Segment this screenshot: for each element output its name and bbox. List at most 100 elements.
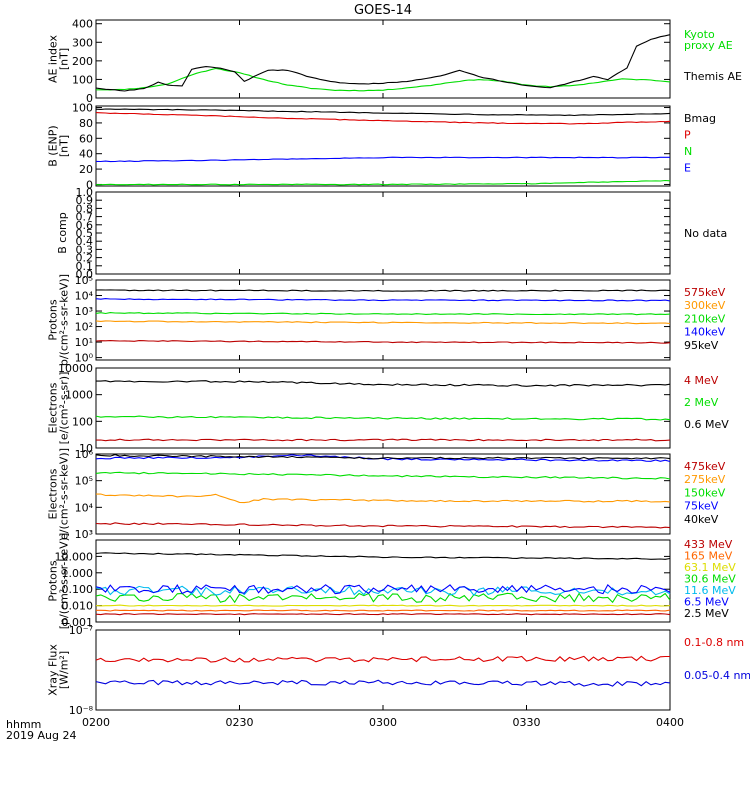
y-tick-label: 0.4 [76, 235, 94, 248]
legend-label: 0.05-0.4 nm [684, 669, 750, 682]
y-tick-label: 0.1 [76, 260, 94, 273]
x-tick-label: 0400 [656, 716, 684, 729]
legend-label: P [684, 129, 691, 142]
series-line [95, 454, 671, 460]
legend-label: 63.1 MeV [684, 561, 736, 574]
legend-label: 2.5 MeV [684, 607, 729, 620]
y-axis-label: Electrons [47, 382, 60, 433]
legend-label: 40keV [684, 513, 719, 526]
legend-label: 0.6 MeV [684, 418, 729, 431]
legend-label: 165 MeV [684, 550, 733, 563]
series-line [96, 380, 671, 387]
series-line [95, 679, 671, 687]
legend-label: Kyoto [684, 28, 715, 41]
series-line [95, 312, 671, 316]
y-tick-label: 0 [86, 178, 93, 191]
series-line [95, 156, 670, 163]
y-tick-label: 0.0 [76, 268, 94, 281]
panel-7: 0.001 0.010 0.100 1.000 10.000Protons[p/(cm²… [47, 533, 737, 630]
plot-title: GOES-14 [354, 3, 412, 18]
x-tick-label: 0330 [513, 716, 541, 729]
y-tick-label: 0.7 [76, 211, 94, 224]
x-tick-label: 0200 [82, 716, 110, 729]
legend-label: proxy AE [684, 39, 733, 52]
y-axis-label: Protons [47, 299, 60, 340]
y-axis-label: B comp [56, 212, 69, 254]
series-line [96, 179, 671, 186]
y-tick-label: 10⁻⁸ [69, 704, 94, 717]
y-tick-label: 10³ [75, 528, 93, 541]
legend-label: 4 MeV [684, 374, 719, 387]
legend-label: 150keV [684, 486, 726, 499]
series-line [95, 34, 671, 92]
y-tick-label: 0.010 [62, 600, 94, 613]
series-line [95, 438, 671, 442]
legend-label: 575keV [684, 286, 726, 299]
y-tick-label: 10⁰ [75, 352, 94, 365]
y-axis-label: AE index [47, 34, 60, 83]
y-tick-label: 10⁴ [75, 290, 94, 303]
y-tick-label: 0.9 [76, 194, 94, 207]
y-axis-label: [W/m²] [58, 651, 71, 689]
y-axis-label: e/(cm²-s-sr-keV)] [58, 448, 71, 540]
y-tick-label: 1.0 [76, 186, 94, 199]
y-tick-label: 10⁵ [75, 274, 93, 287]
y-tick-label: 10⁻⁷ [69, 624, 93, 637]
y-tick-label: 10⁵ [75, 475, 93, 488]
panel-frame [95, 629, 671, 711]
y-tick-label: 0 [86, 92, 93, 105]
legend-label: Themis AE [683, 70, 742, 83]
y-axis-label: B (ENP) [47, 125, 60, 166]
y-axis-label: [p/(cm²-s-sr-keV)] [58, 533, 71, 630]
y-tick-label: 300 [72, 36, 93, 49]
series-line [96, 67, 671, 92]
date-label: 2019 Aug 24 [6, 729, 76, 742]
legend-label: 475keV [684, 460, 726, 473]
y-tick-label: 80 [79, 117, 93, 130]
y-tick-label: 40 [79, 148, 93, 161]
legend-label: 2 MeV [684, 396, 719, 409]
series-line [95, 298, 671, 302]
time-axis: 0200 0230 0300 0330 0400 [82, 716, 684, 729]
series-line [95, 522, 671, 529]
y-tick-label: 10¹ [75, 336, 93, 349]
y-tick-label: 10⁴ [75, 501, 94, 514]
legend-label: Bmag [684, 112, 716, 125]
panel-2: 0 20 40 60 80 100 B (ENP)[nT] Bmag PNE [47, 102, 717, 192]
y-tick-label: 0.2 [76, 252, 94, 265]
series-line [95, 340, 671, 344]
panel-frame [95, 191, 671, 275]
panel-8: 10⁻⁸ 10⁻⁷ Xray Flux[W/m²] 0.1-0.8 nm 0.05-0.… [47, 624, 750, 717]
y-tick-label: 0.001 [62, 616, 94, 629]
legend-label: 11.6 MeV [684, 584, 736, 597]
y-tick-label: 0.5 [76, 227, 94, 240]
y-tick-label: 10³ [75, 305, 93, 318]
y-axis-label: [nT] [58, 135, 71, 157]
series-line [95, 112, 671, 125]
legend-label: 30.6 MeV [684, 573, 736, 586]
y-axis-label: p/(cm²-s-sr-keV)] [58, 274, 71, 366]
x-tick-label: 0230 [226, 716, 254, 729]
y-tick-label: 10 [79, 442, 93, 455]
y-tick-label: 10.000 [55, 550, 94, 563]
series-line [95, 655, 670, 663]
legend-label: 95keV [684, 339, 719, 352]
y-tick-label: 100 [72, 102, 93, 115]
y-axis-label: Electrons [47, 468, 60, 519]
series-line [95, 552, 671, 560]
series-line [95, 471, 671, 480]
y-axis-label: Xray Flux [47, 644, 60, 696]
legend-label: 300keV [684, 299, 726, 312]
y-tick-label: 0.8 [76, 202, 94, 215]
y-tick-label: 200 [72, 55, 93, 68]
y-tick-label: 400 [72, 18, 93, 31]
series-line [95, 320, 671, 325]
y-axis-label: [nT] [58, 48, 71, 70]
panel-3: 0.00.10.20.30.40.50.60.70.80.91.0 B comp N… [56, 186, 727, 281]
y-tick-label: 0.100 [62, 583, 94, 596]
series-line [95, 289, 671, 292]
legend-label: 275keV [684, 473, 726, 486]
